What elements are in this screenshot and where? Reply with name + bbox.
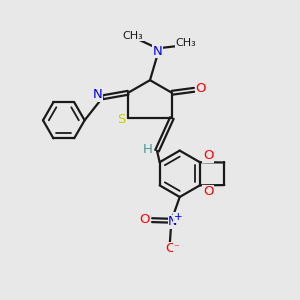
Text: H: H [143,143,153,156]
Text: N: N [93,88,102,101]
Text: CH₃: CH₃ [123,31,143,40]
Text: O: O [203,149,213,162]
Text: ⁻: ⁻ [173,244,179,254]
Text: O: O [165,242,176,255]
Text: S: S [117,113,126,126]
Text: O: O [203,185,213,198]
Text: O: O [140,213,150,226]
Text: N: N [168,215,178,228]
Text: +: + [174,212,182,222]
Text: O: O [196,82,206,95]
Text: CH₃: CH₃ [175,38,196,48]
Text: N: N [153,45,162,58]
